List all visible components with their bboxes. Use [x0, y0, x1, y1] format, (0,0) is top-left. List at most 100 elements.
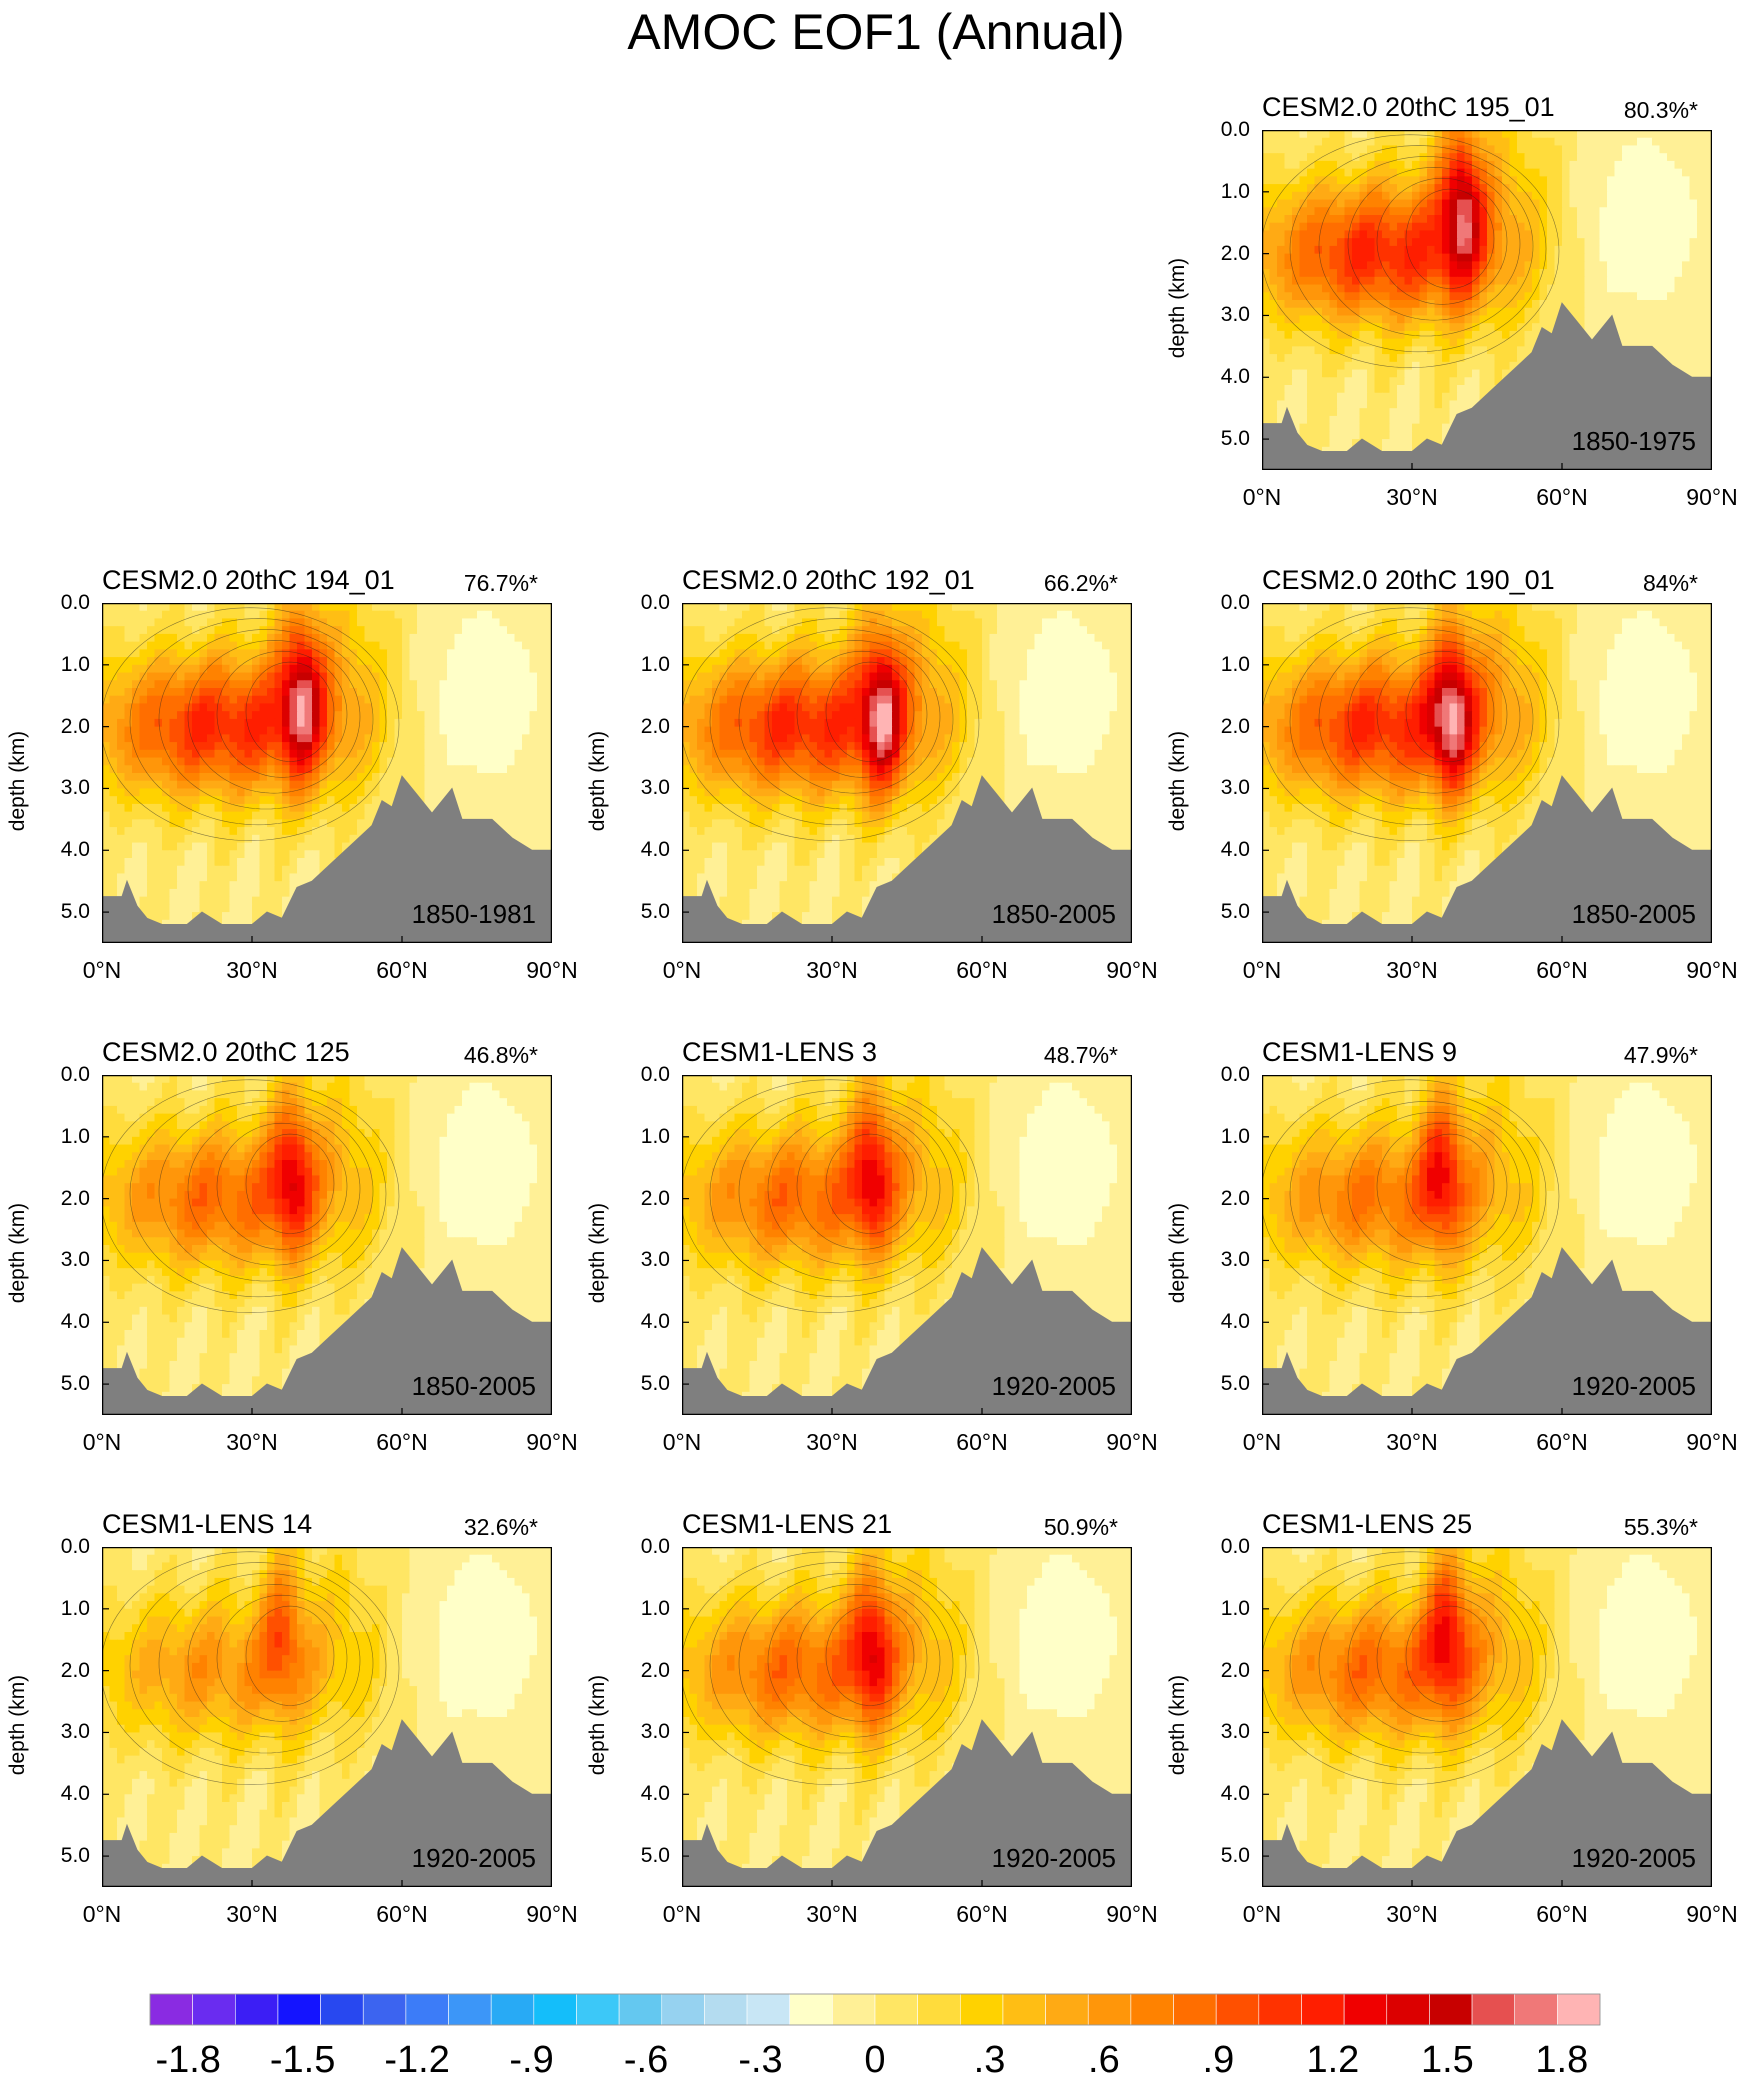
- field-cell: [372, 649, 381, 658]
- field-cell: [387, 603, 396, 612]
- field-cell: [237, 765, 246, 774]
- field-cell: [387, 773, 396, 782]
- field-cell: [447, 664, 456, 674]
- field-cell: [1472, 130, 1481, 139]
- field-cell: [514, 718, 523, 728]
- field-cell: [304, 742, 313, 751]
- field-cell: [1517, 230, 1526, 239]
- field-cell: [1389, 176, 1398, 185]
- field-cell: [124, 626, 133, 635]
- field-cell: [1442, 307, 1451, 317]
- field-cell: [304, 780, 313, 790]
- field-cell: [282, 657, 291, 666]
- field-cell: [364, 780, 373, 790]
- field-cell: [469, 680, 478, 689]
- field-cell: [334, 695, 343, 705]
- field-cell: [402, 749, 411, 759]
- field-cell: [1367, 191, 1376, 201]
- field-cell: [1494, 230, 1503, 239]
- field-cell: [1442, 215, 1451, 224]
- field-cell: [1322, 330, 1331, 340]
- field-cell: [499, 641, 508, 650]
- field-cell: [109, 633, 118, 643]
- field-cell: [117, 680, 126, 689]
- field-cell: [1614, 168, 1623, 177]
- field-cell: [154, 618, 163, 627]
- field-cell: [529, 796, 538, 805]
- field-cell: [529, 703, 538, 712]
- field-cell: [514, 734, 523, 743]
- field-cell: [169, 672, 178, 681]
- field-cell: [1457, 191, 1466, 201]
- field-cell: [1584, 168, 1593, 177]
- field-cell: [199, 680, 208, 689]
- field-cell: [1562, 215, 1571, 224]
- field-cell: [1457, 207, 1466, 216]
- field-cell: [162, 626, 171, 635]
- field-cell: [207, 664, 216, 674]
- field-cell: [522, 757, 531, 766]
- field-cell: [1262, 137, 1271, 147]
- field-cell: [439, 765, 448, 774]
- field-cell: [1299, 307, 1308, 317]
- field-cell: [1389, 284, 1398, 293]
- field-cell: [1277, 408, 1286, 417]
- field-cell: [282, 680, 291, 689]
- field-cell: [342, 796, 351, 805]
- field-cell: [1367, 431, 1376, 440]
- field-cell: [1442, 137, 1451, 147]
- field-cell: [349, 641, 358, 650]
- field-cell: [1667, 176, 1676, 185]
- field-cell: [522, 664, 531, 674]
- field-cell: [1344, 137, 1353, 147]
- field-cell: [312, 819, 321, 828]
- field-cell: [1472, 145, 1481, 154]
- field-cell: [387, 780, 396, 790]
- field-cell: [1644, 130, 1653, 139]
- field-cell: [1509, 137, 1518, 147]
- field-cell: [1689, 199, 1698, 208]
- field-cell: [1532, 230, 1541, 239]
- field-cell: [102, 796, 111, 805]
- field-cell: [1307, 160, 1316, 170]
- field-cell: [267, 618, 276, 627]
- field-cell: [417, 734, 426, 743]
- field-cell: [252, 749, 261, 759]
- field-cell: [1569, 160, 1578, 170]
- field-cell: [169, 765, 178, 774]
- field-cell: [447, 726, 456, 735]
- field-cell: [139, 811, 148, 820]
- field-cell: [214, 664, 223, 674]
- field-cell: [1667, 160, 1676, 170]
- field-cell: [319, 680, 328, 689]
- field-cell: [402, 726, 411, 735]
- field-cell: [1389, 261, 1398, 270]
- field-cell: [1299, 261, 1308, 270]
- field-cell: [462, 811, 471, 820]
- field-cell: [102, 641, 111, 650]
- field-cell: [1404, 276, 1413, 286]
- field-cell: [477, 657, 486, 666]
- field-cell: [469, 603, 478, 612]
- field-cell: [454, 641, 463, 650]
- field-cell: [1652, 199, 1661, 208]
- field-cell: [1607, 145, 1616, 154]
- field-cell: [1277, 346, 1286, 355]
- field-cell: [289, 695, 298, 705]
- field-cell: [1367, 222, 1376, 232]
- field-cell: [177, 788, 186, 797]
- field-cell: [1502, 354, 1511, 363]
- field-cell: [1359, 377, 1368, 386]
- field-cell: [537, 711, 546, 720]
- field-cell: [462, 773, 471, 782]
- field-cell: [529, 672, 538, 681]
- field-cell: [1652, 168, 1661, 177]
- field-cell: [424, 610, 433, 620]
- field-cell: [1397, 137, 1406, 147]
- field-cell: [289, 742, 298, 751]
- field-cell: [252, 780, 261, 790]
- field-cell: [1277, 130, 1286, 139]
- field-cell: [1307, 145, 1316, 154]
- field-cell: [1562, 238, 1571, 247]
- field-cell: [1532, 160, 1541, 170]
